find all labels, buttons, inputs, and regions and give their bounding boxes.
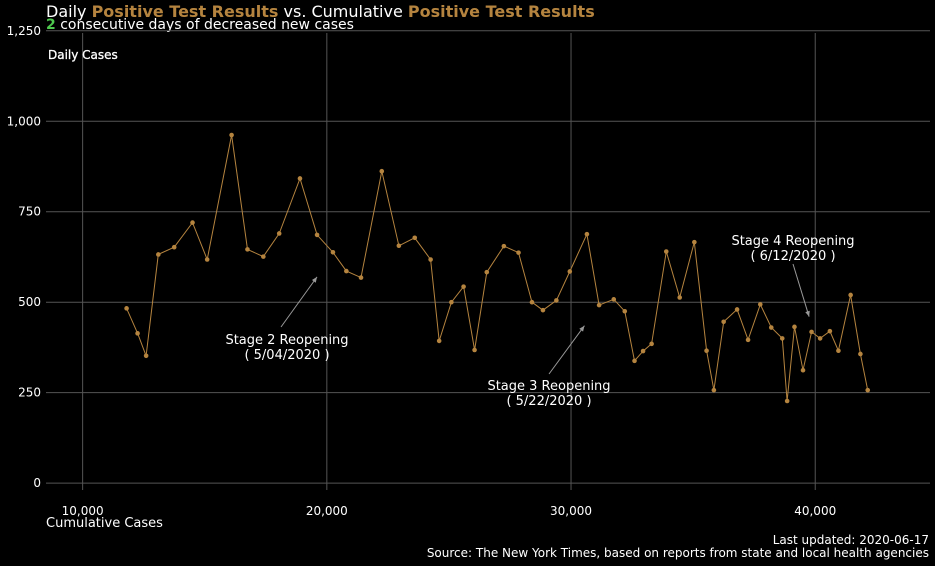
- source-note: Source: The New York Times, based on rep…: [426, 546, 929, 560]
- chart-title: Daily Positive Test Results vs. Cumulati…: [46, 2, 595, 21]
- data-point: [379, 168, 385, 174]
- data-point: [817, 336, 823, 341]
- data-point: [692, 239, 697, 245]
- data-point: [858, 351, 863, 357]
- data-point: [344, 268, 349, 274]
- data-point: [584, 231, 590, 237]
- x-tick-label: 40,000: [794, 504, 836, 518]
- data-point: [836, 348, 841, 354]
- data-point: [358, 275, 364, 280]
- data-point: [449, 299, 454, 305]
- data-point: [848, 292, 853, 298]
- annotation-label: Stage 2 Reopening( 5/04/2020 ): [225, 333, 348, 363]
- x-tick-label: 30,000: [550, 504, 592, 518]
- data-point: [567, 269, 573, 274]
- data-point: [135, 331, 140, 336]
- data-point: [745, 337, 751, 343]
- data-point: [204, 257, 210, 262]
- title-part-1: Daily: [46, 2, 92, 21]
- data-point: [245, 247, 250, 252]
- annotation-arrow: [280, 276, 318, 328]
- y-axis-label: Daily Cases: [48, 48, 118, 62]
- data-point: [143, 353, 149, 359]
- title-part-2: vs. Cumulative: [278, 2, 408, 21]
- data-point: [484, 269, 490, 275]
- data-point: [276, 231, 282, 236]
- data-point: [596, 302, 602, 308]
- y-tick-label: 1,250: [7, 24, 41, 38]
- annotation-label: Stage 4 Reopening( 6/12/2020 ): [731, 234, 854, 264]
- data-point: [501, 243, 507, 249]
- data-point: [330, 249, 336, 255]
- data-point: [809, 329, 814, 335]
- data-point: [632, 358, 637, 364]
- title-highlight-1: Positive Test Results: [91, 2, 279, 21]
- data-point: [540, 307, 546, 313]
- data-point: [396, 243, 402, 249]
- data-point: [412, 235, 418, 241]
- data-point: [516, 250, 521, 255]
- data-point: [229, 132, 234, 138]
- data-point: [800, 367, 806, 373]
- data-point: [428, 257, 433, 262]
- data-point: [297, 176, 303, 181]
- y-tick-label: 1,000: [7, 114, 41, 128]
- streak-text: consecutive days of decreased new cases: [55, 17, 354, 33]
- data-point: [711, 387, 717, 393]
- data-point: [190, 220, 195, 225]
- data-point: [124, 306, 129, 311]
- data-point: [622, 308, 628, 314]
- series-line: [126, 134, 869, 402]
- data-point: [784, 398, 790, 404]
- data-point: [779, 336, 785, 341]
- data-point: [677, 295, 682, 300]
- data-point: [704, 348, 709, 354]
- data-point: [792, 324, 797, 330]
- data-point: [611, 297, 617, 302]
- x-tick-label: 20,000: [306, 504, 348, 518]
- x-axis-label: Cumulative Cases: [46, 516, 163, 531]
- annotation-label: Stage 3 Reopening( 5/22/2020 ): [487, 379, 610, 409]
- annotation-arrow: [792, 263, 810, 317]
- y-tick-label: 500: [18, 295, 41, 309]
- data-point: [261, 254, 266, 259]
- data-point: [768, 325, 774, 330]
- data-point: [721, 319, 726, 325]
- y-tick-label: 250: [18, 386, 41, 400]
- y-tick-label: 0: [33, 476, 41, 490]
- data-point: [436, 338, 442, 344]
- data-point: [156, 252, 161, 257]
- streak-count: 2: [46, 17, 56, 33]
- data-point: [663, 249, 669, 254]
- data-point: [649, 341, 654, 347]
- data-point: [757, 302, 763, 307]
- data-point: [171, 244, 177, 250]
- data-point: [472, 347, 477, 353]
- data-point: [734, 307, 740, 312]
- data-point: [554, 298, 559, 303]
- data-point: [529, 299, 535, 305]
- chart-subtitle: 2 consecutive days of decreased new case…: [46, 17, 354, 33]
- annotation-arrowhead: [579, 325, 585, 332]
- data-point: [827, 328, 833, 334]
- data-point: [461, 284, 466, 289]
- title-highlight-2: Positive Test Results: [407, 2, 595, 21]
- last-updated: Last updated: 2020-06-17: [772, 533, 929, 547]
- annotation-arrowhead: [311, 276, 318, 283]
- y-tick-label: 750: [18, 205, 41, 219]
- annotation-arrow: [548, 325, 585, 375]
- data-point: [865, 387, 871, 393]
- x-tick-label: 10,000: [62, 504, 104, 518]
- data-point: [314, 232, 320, 238]
- data-point: [640, 348, 646, 354]
- annotation-arrowhead: [805, 310, 810, 317]
